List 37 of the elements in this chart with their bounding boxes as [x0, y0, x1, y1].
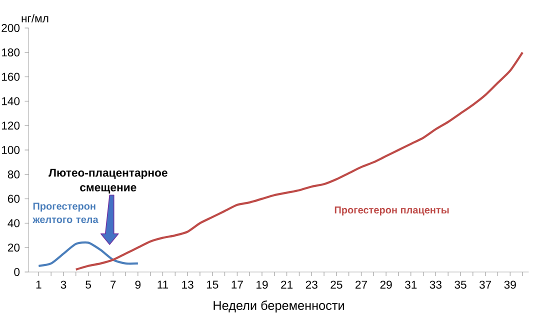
x-tick-label: 35 [454, 280, 466, 289]
x-tick-label: 1 [36, 280, 42, 289]
x-tick-label: 21 [281, 280, 293, 289]
x-tick-label: 13 [182, 280, 194, 289]
x-tick-label: 25 [330, 280, 342, 289]
x-tick-label: 19 [256, 280, 268, 289]
x-tick-label: 3 [60, 280, 66, 289]
y-tick-label: 120 [2, 122, 20, 130]
text: Прогестерон желтого тела [32, 202, 98, 224]
x-tick-label: 7 [110, 280, 116, 289]
y-tick-label: 180 [2, 48, 20, 56]
x-tick-label: 31 [405, 280, 417, 289]
x-tick-label: 27 [356, 280, 367, 289]
y-tick-label: 0 [14, 268, 20, 276]
x-tick-label: 11 [158, 280, 168, 289]
y-tick-label: 100 [2, 146, 20, 154]
x-tick-label: 29 [380, 280, 392, 289]
text: Прогестерон плаценты [334, 206, 449, 216]
x-tick-label: 17 [232, 280, 243, 289]
y-axis-title: нг/мл [22, 14, 48, 22]
x-axis-title: Недели беременности [214, 300, 344, 312]
x-tick-label: 37 [479, 280, 492, 289]
y-tick-label: 80 [8, 170, 20, 178]
y-tick-label: 200 [2, 24, 20, 32]
x-tick-label: 5 [86, 280, 91, 289]
y-tick-label: 160 [2, 72, 20, 81]
x-tick-label: 15 [206, 280, 218, 289]
y-tick-label: 40 [8, 219, 20, 228]
annotation: Лютео-плацентарное смещение [48, 168, 168, 194]
x-tick-label: 9 [135, 280, 141, 289]
y-tick-label: 140 [2, 97, 20, 106]
x-tick-label: 33 [430, 280, 442, 289]
line-series [38, 241, 139, 267]
y-tick-label: 20 [8, 244, 20, 252]
x-tick-label: 39 [504, 280, 516, 289]
x-tick-label: 23 [306, 280, 318, 289]
y-tick-label: 60 [8, 194, 20, 203]
